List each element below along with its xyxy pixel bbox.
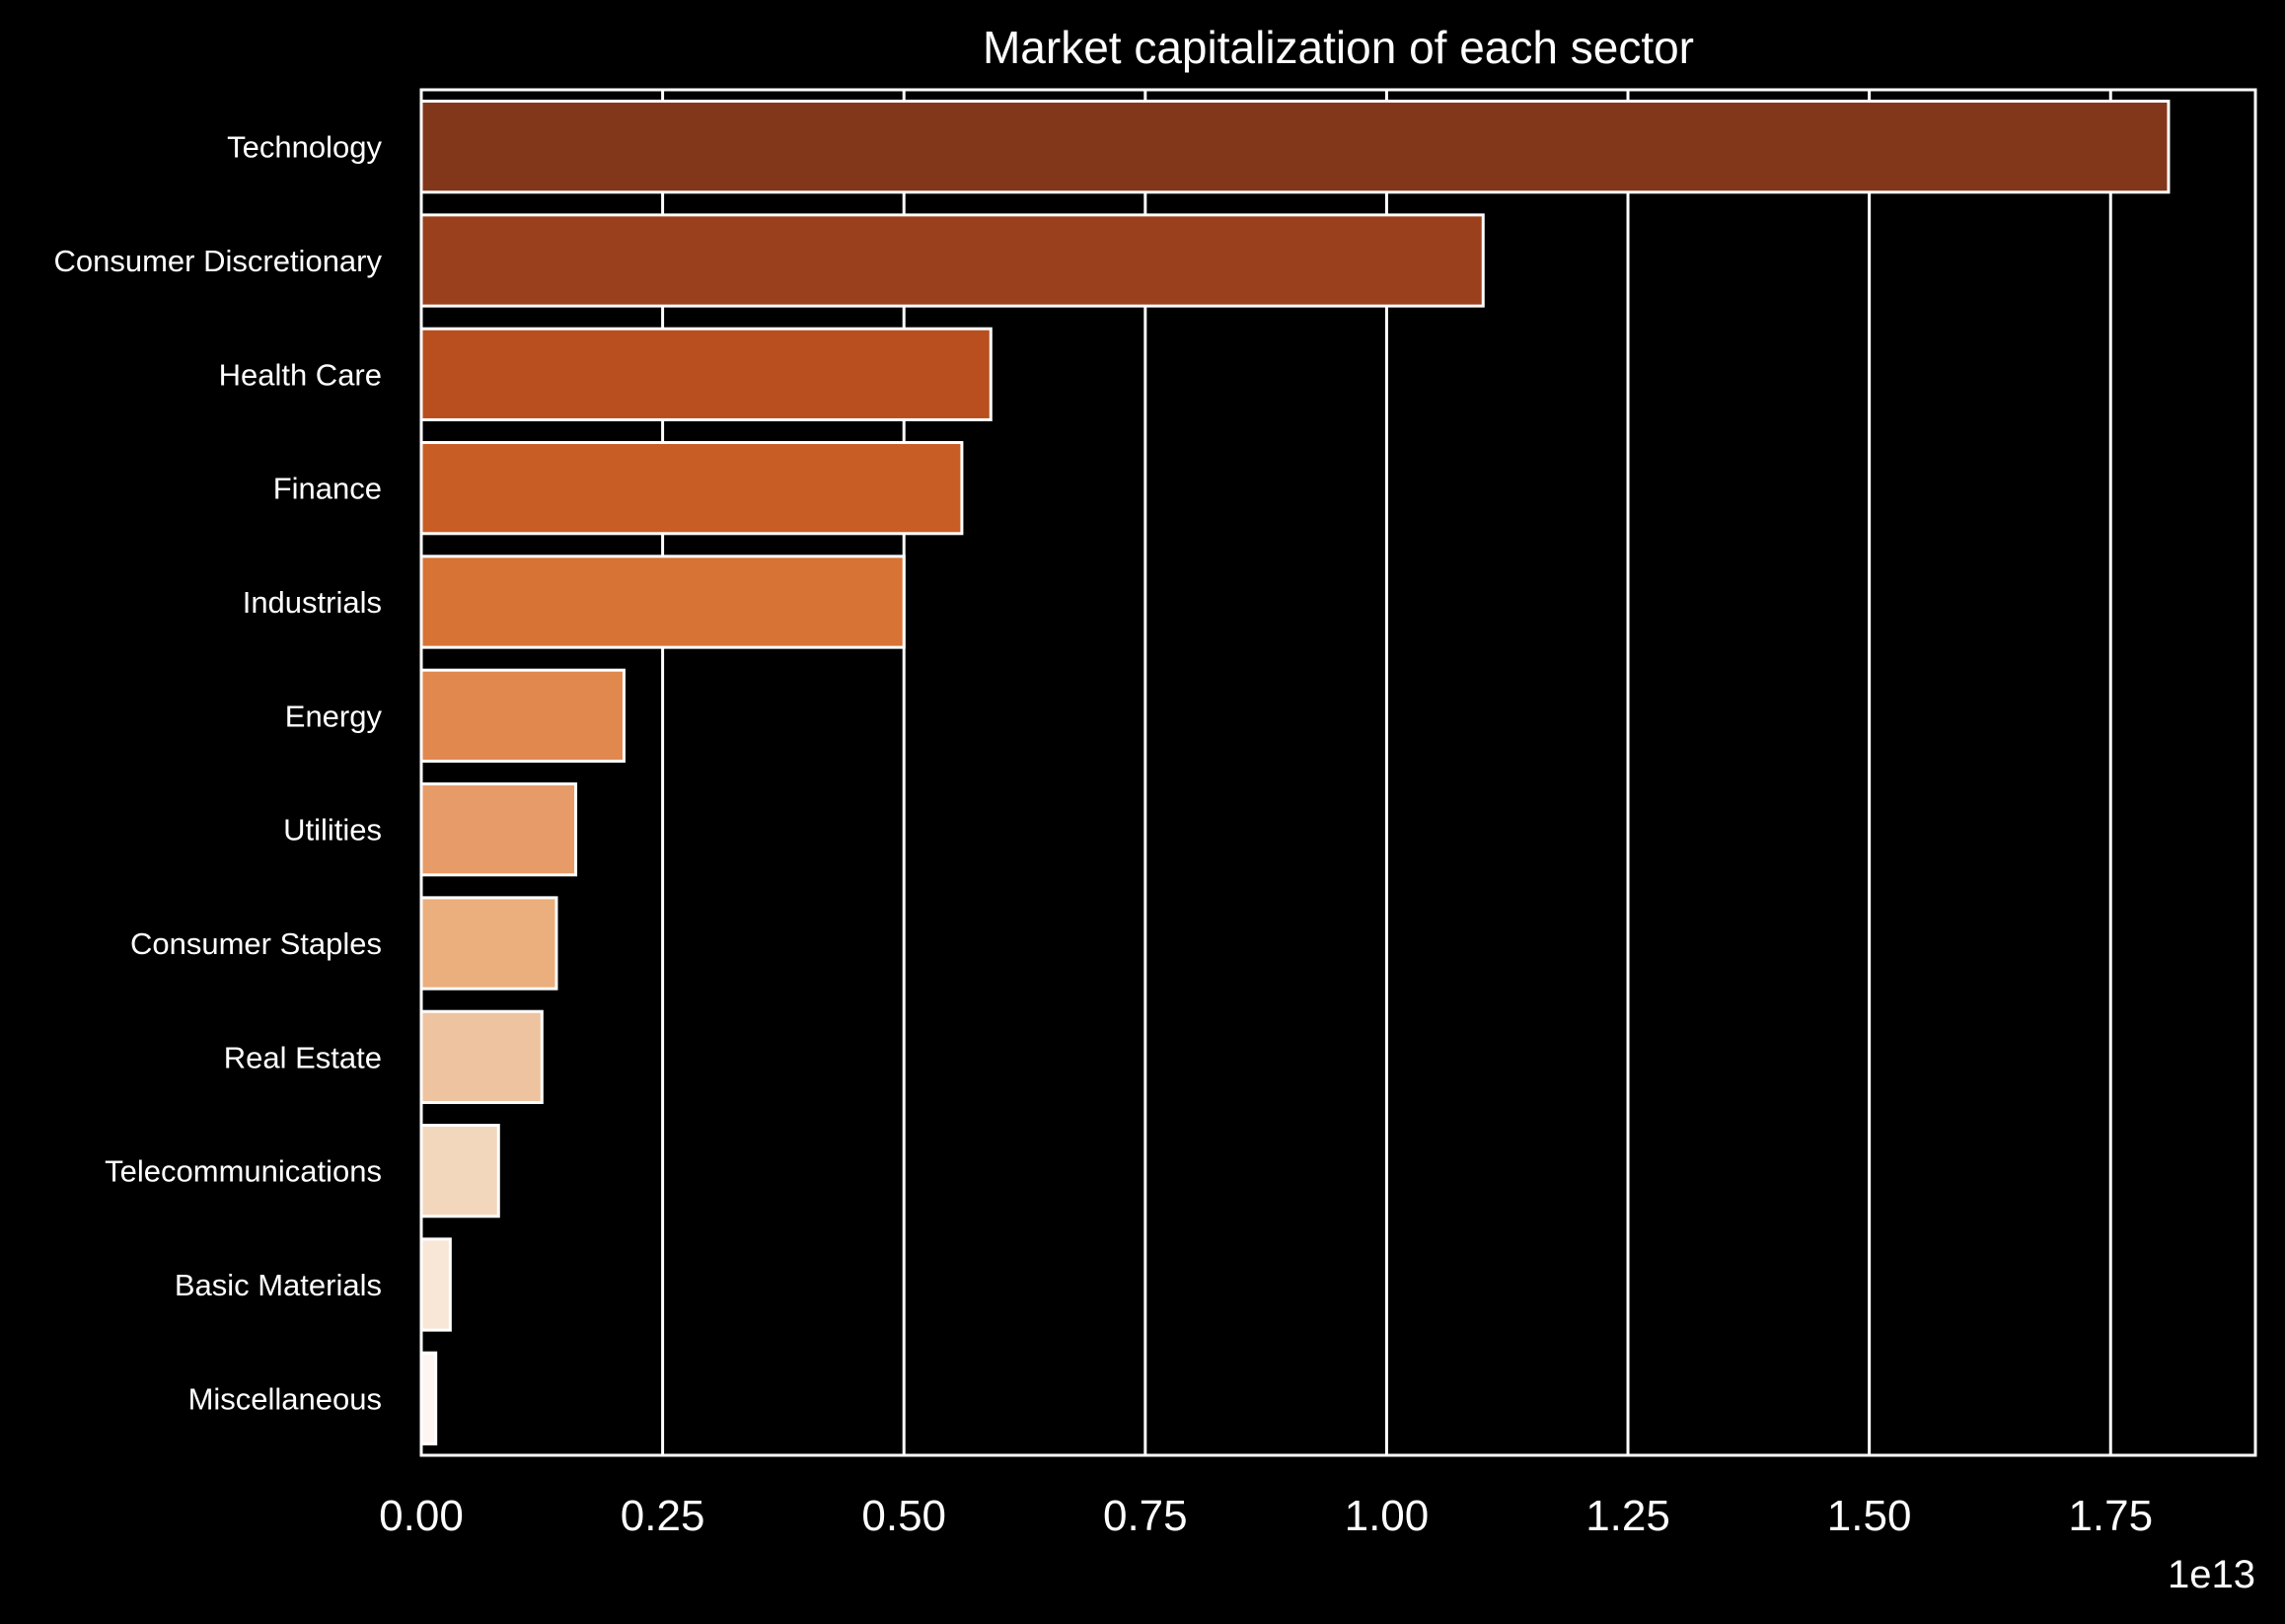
category-label: Telecommunications <box>105 1154 382 1189</box>
x-tick-label: 1.75 <box>2068 1492 2153 1540</box>
grid-lines <box>661 90 2112 1455</box>
category-label: Energy <box>285 699 383 733</box>
x-tick-label: 0.00 <box>379 1492 464 1540</box>
bar-real-estate <box>419 1009 544 1104</box>
x-tick-label: 1.25 <box>1585 1492 1670 1540</box>
category-label: Consumer Discretionary <box>54 244 383 278</box>
bar-technology <box>419 100 2171 194</box>
category-label: Basic Materials <box>175 1268 382 1302</box>
x-tick-label: 1.50 <box>1827 1492 1912 1540</box>
x-tick-label: 0.25 <box>621 1492 705 1540</box>
bar-miscellaneous <box>419 1351 438 1445</box>
bar-health-care <box>419 327 993 421</box>
bar-industrials <box>419 554 906 649</box>
bar-energy <box>419 668 626 763</box>
x-axis-offset-label: 1e13 <box>2168 1553 2255 1596</box>
category-label: Industrials <box>243 585 382 620</box>
bar-finance <box>419 441 964 536</box>
x-tick-label: 1.00 <box>1345 1492 1430 1540</box>
category-label: Health Care <box>219 357 382 392</box>
x-tick-label: 0.75 <box>1103 1492 1188 1540</box>
bar-telecommunications <box>419 1124 500 1218</box>
bar-utilities <box>419 782 578 877</box>
bars <box>419 100 2171 1445</box>
category-labels: Technology Consumer Discretionary Health C… <box>54 130 383 1417</box>
x-tick-labels: 0.00 0.25 0.50 0.75 1.00 1.25 1.50 1.75 <box>379 1492 2153 1540</box>
category-label: Utilities <box>283 813 382 848</box>
bar-basic-materials <box>419 1237 452 1332</box>
bar-consumer-discretionary <box>419 213 1485 308</box>
category-label: Finance <box>273 472 382 506</box>
category-label: Real Estate <box>224 1040 382 1074</box>
category-label: Consumer Staples <box>130 926 382 961</box>
category-label: Technology <box>227 130 382 165</box>
category-label: Miscellaneous <box>188 1381 382 1416</box>
bar-consumer-staples <box>419 896 558 991</box>
plot-frame <box>419 88 2257 1457</box>
x-tick-label: 0.50 <box>861 1492 946 1540</box>
chart-title: Market capitalization of each sector <box>983 22 1694 73</box>
